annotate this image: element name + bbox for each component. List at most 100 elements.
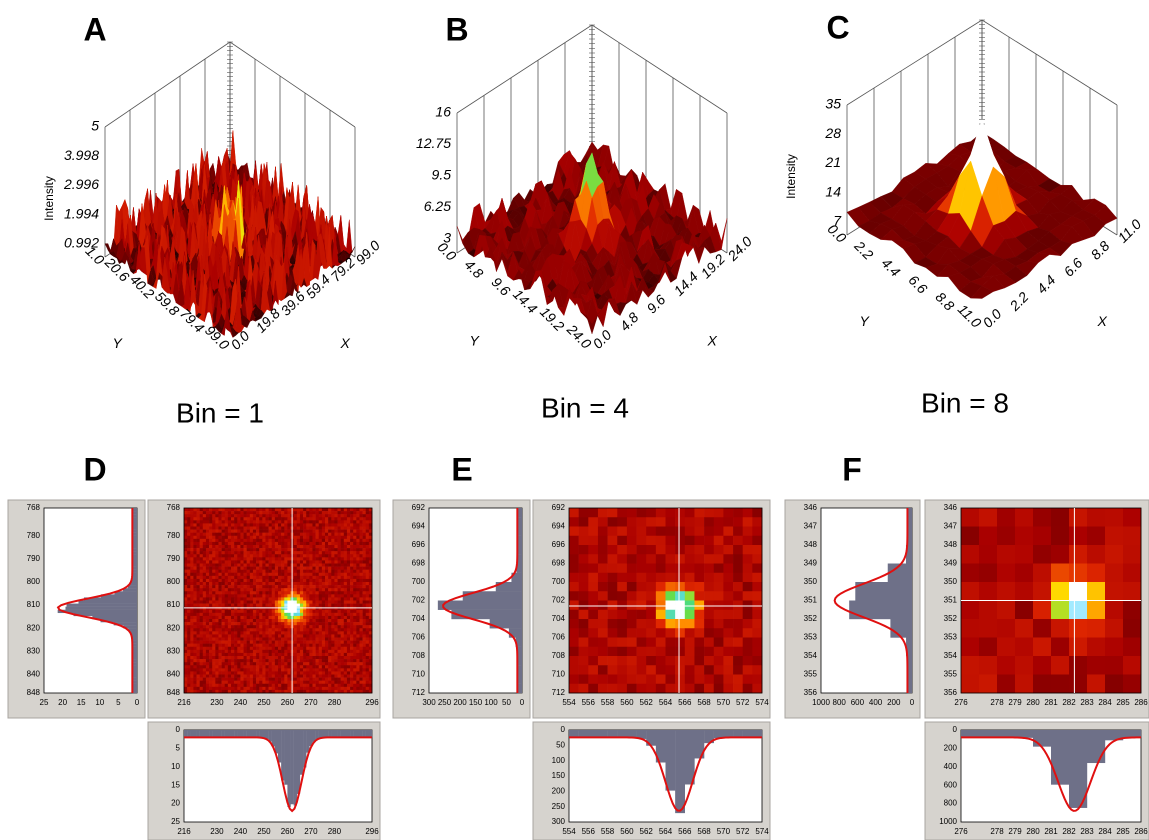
heatmap-cell bbox=[200, 560, 203, 563]
heatmap-cell bbox=[281, 610, 284, 613]
heatmap-cell bbox=[338, 523, 341, 526]
heatmap-cell bbox=[328, 511, 331, 514]
heatmap-cell bbox=[209, 520, 212, 523]
heatmap-cell bbox=[203, 539, 206, 542]
heatmap-cell bbox=[366, 520, 369, 523]
heatmap-cell bbox=[316, 523, 319, 526]
heatmap-cell bbox=[278, 533, 281, 536]
heatmap-cell bbox=[197, 514, 200, 517]
heatmap-cell bbox=[294, 551, 297, 554]
heatmap-cell bbox=[225, 594, 228, 597]
heatmap-cell bbox=[344, 597, 347, 600]
heatmap-cell bbox=[218, 527, 221, 530]
heatmap-cell bbox=[203, 517, 206, 520]
heatmap-cell bbox=[328, 551, 331, 554]
heatmap-cell bbox=[269, 560, 272, 563]
heatmap-cell bbox=[306, 613, 309, 616]
heatmap-cell bbox=[356, 582, 359, 585]
heatmap-cell bbox=[234, 527, 237, 530]
heatmap-cell bbox=[338, 551, 341, 554]
heatmap-cell bbox=[363, 579, 366, 582]
heatmap-cell bbox=[237, 582, 240, 585]
heatmap-cell bbox=[218, 613, 221, 616]
heatmap-cell bbox=[294, 557, 297, 560]
heatmap-cell bbox=[328, 601, 331, 604]
heatmap-cell bbox=[225, 530, 228, 533]
heatmap-cell bbox=[366, 570, 369, 573]
heatmap-cell bbox=[187, 514, 190, 517]
heatmap-cell bbox=[350, 585, 353, 588]
heatmap-cell bbox=[316, 594, 319, 597]
heatmap-cell bbox=[259, 585, 262, 588]
heatmap-cell bbox=[272, 579, 275, 582]
heatmap-cell bbox=[300, 530, 303, 533]
heatmap-cell bbox=[222, 573, 225, 576]
heatmap-cell bbox=[325, 511, 328, 514]
heatmap-cell bbox=[190, 533, 193, 536]
heatmap-cell bbox=[328, 557, 331, 560]
heatmap-cell bbox=[262, 591, 265, 594]
heatmap-cell bbox=[319, 573, 322, 576]
heatmap-cell bbox=[281, 557, 284, 560]
heatmap-cell bbox=[190, 520, 193, 523]
heatmap-cell bbox=[341, 557, 344, 560]
heatmap-cell bbox=[300, 557, 303, 560]
heatmap-cell bbox=[316, 554, 319, 557]
heatmap-cell bbox=[338, 594, 341, 597]
heatmap-cell bbox=[363, 582, 366, 585]
heatmap-cell bbox=[256, 601, 259, 604]
heatmap-cell bbox=[303, 536, 306, 539]
heatmap-cell bbox=[322, 557, 325, 560]
heatmap-cell bbox=[347, 523, 350, 526]
heatmap-cell bbox=[184, 567, 187, 570]
heatmap-cell bbox=[341, 539, 344, 542]
heatmap-cell bbox=[209, 554, 212, 557]
heatmap-cell bbox=[215, 511, 218, 514]
heatmap-cell bbox=[256, 527, 259, 530]
heatmap-cell bbox=[215, 533, 218, 536]
heatmap-cell bbox=[240, 597, 243, 600]
heatmap-cell bbox=[281, 508, 284, 511]
heatmap-cell bbox=[265, 551, 268, 554]
heatmap-cell bbox=[341, 560, 344, 563]
heatmap-cell bbox=[244, 570, 247, 573]
heatmap-cell bbox=[272, 508, 275, 511]
heatmap-cell bbox=[184, 511, 187, 514]
heatmap-cell bbox=[184, 542, 187, 545]
heatmap-cell bbox=[334, 579, 337, 582]
heatmap-cell bbox=[366, 601, 369, 604]
y-tick-label: 6.6 bbox=[905, 272, 930, 297]
heatmap-cell bbox=[234, 601, 237, 604]
heatmap-cell bbox=[269, 616, 272, 619]
heatmap-cell bbox=[316, 576, 319, 579]
heatmap-cell bbox=[244, 564, 247, 567]
heatmap-cell bbox=[287, 527, 290, 530]
heatmap-cell bbox=[197, 545, 200, 548]
heatmap-cell bbox=[231, 508, 234, 511]
heatmap-cell bbox=[297, 557, 300, 560]
heatmap-cell bbox=[344, 523, 347, 526]
heatmap-cell bbox=[297, 517, 300, 520]
heatmap-cell bbox=[225, 579, 228, 582]
heatmap-cell bbox=[218, 554, 221, 557]
panel-label: A bbox=[83, 11, 106, 47]
heatmap-cell bbox=[366, 597, 369, 600]
heatmap-cell bbox=[347, 545, 350, 548]
heatmap-cell bbox=[341, 570, 344, 573]
heatmap-cell bbox=[184, 545, 187, 548]
heatmap-cell bbox=[331, 511, 334, 514]
heatmap-cell bbox=[215, 560, 218, 563]
heatmap-cell bbox=[212, 579, 215, 582]
heatmap-cell bbox=[209, 582, 212, 585]
heatmap-cell bbox=[275, 517, 278, 520]
heatmap-cell bbox=[356, 604, 359, 607]
heatmap-cell bbox=[309, 508, 312, 511]
heatmap-cell bbox=[294, 604, 297, 607]
heatmap-cell bbox=[341, 582, 344, 585]
heatmap-cell bbox=[231, 511, 234, 514]
heatmap-cell bbox=[359, 530, 362, 533]
heatmap-cell bbox=[209, 545, 212, 548]
heatmap-cell bbox=[265, 539, 268, 542]
heatmap-cell bbox=[341, 545, 344, 548]
heatmap-cell bbox=[218, 545, 221, 548]
